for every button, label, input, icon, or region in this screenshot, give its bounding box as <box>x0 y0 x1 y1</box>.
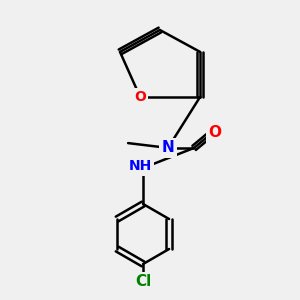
Text: N: N <box>162 140 174 155</box>
Text: O: O <box>208 125 222 140</box>
Text: NH: NH <box>128 160 152 173</box>
Text: O: O <box>134 90 146 104</box>
Text: Cl: Cl <box>135 274 151 290</box>
